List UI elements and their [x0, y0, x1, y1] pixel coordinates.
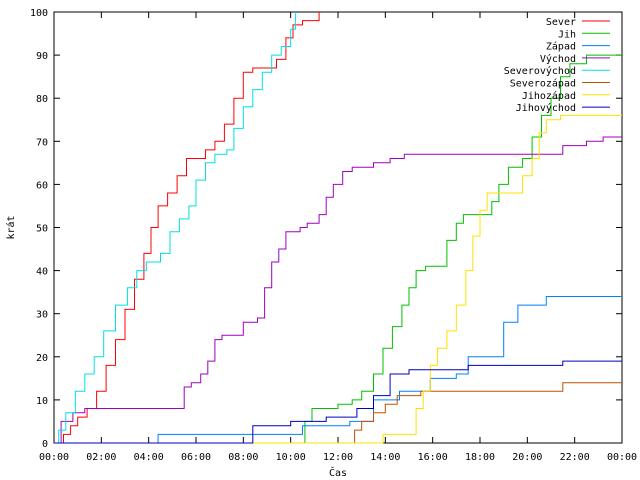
x-tick-label: 06:00: [181, 452, 211, 463]
y-tick-label: 90: [36, 51, 48, 62]
legend-label: Jih: [558, 29, 576, 40]
x-tick-label: 04:00: [134, 452, 164, 463]
x-tick-label: 16:00: [418, 452, 448, 463]
legend: SeverJihZápadVýchodSeverovýchodSeverozáp…: [504, 17, 610, 114]
x-tick-label: 14:00: [370, 452, 400, 463]
legend-label: Sever: [546, 17, 576, 28]
y-tick-label: 80: [36, 94, 48, 105]
y-tick-label: 60: [36, 180, 48, 191]
x-tick-label: 18:00: [465, 452, 495, 463]
series-line-jihoz-pad: [54, 114, 622, 444]
legend-label: Jihovýchod: [516, 102, 576, 114]
series-line-v-chod: [54, 136, 622, 444]
x-tick-label: 20:00: [512, 452, 542, 463]
y-tick-label: 40: [36, 267, 48, 278]
series-line-severov-chod: [54, 12, 296, 444]
series-line-z-pad: [54, 296, 622, 444]
y-tick-label: 100: [30, 8, 48, 19]
series-layer: [54, 12, 622, 444]
legend-label: Východ: [540, 53, 576, 65]
x-tick-label: 08:00: [228, 452, 258, 463]
y-tick-label: 10: [36, 396, 48, 407]
x-tick-label: 22:00: [560, 452, 590, 463]
x-tick-label: 12:00: [323, 452, 353, 463]
legend-label: Jihozápad: [522, 90, 576, 102]
x-tick-label: 00:00: [39, 452, 69, 463]
legend-label: Severozápad: [510, 78, 576, 90]
ticks-layer: 0 10 20 30 40 50 60 70 80 90 100 00:00 02:00 04:00 06:…: [30, 8, 637, 463]
legend-label: Severovýchod: [504, 65, 576, 77]
x-tick-label: 02:00: [86, 452, 116, 463]
y-tick-label: 0: [42, 439, 48, 450]
x-tick-label: 10:00: [276, 452, 306, 463]
y-tick-label: 50: [36, 224, 48, 235]
series-line-sever: [54, 12, 320, 444]
legend-label: Západ: [546, 41, 576, 53]
x-tick-label: 00:00: [607, 452, 637, 463]
series-line-jih: [54, 54, 622, 444]
y-tick-label: 30: [36, 310, 48, 321]
series-line-jihov-chod: [54, 360, 622, 444]
series-line-severoz-pad: [54, 382, 622, 444]
x-axis-title: Čas: [329, 466, 347, 479]
y-tick-label: 70: [36, 137, 48, 148]
y-tick-label: 20: [36, 353, 48, 364]
y-axis-title: krát: [5, 215, 17, 239]
